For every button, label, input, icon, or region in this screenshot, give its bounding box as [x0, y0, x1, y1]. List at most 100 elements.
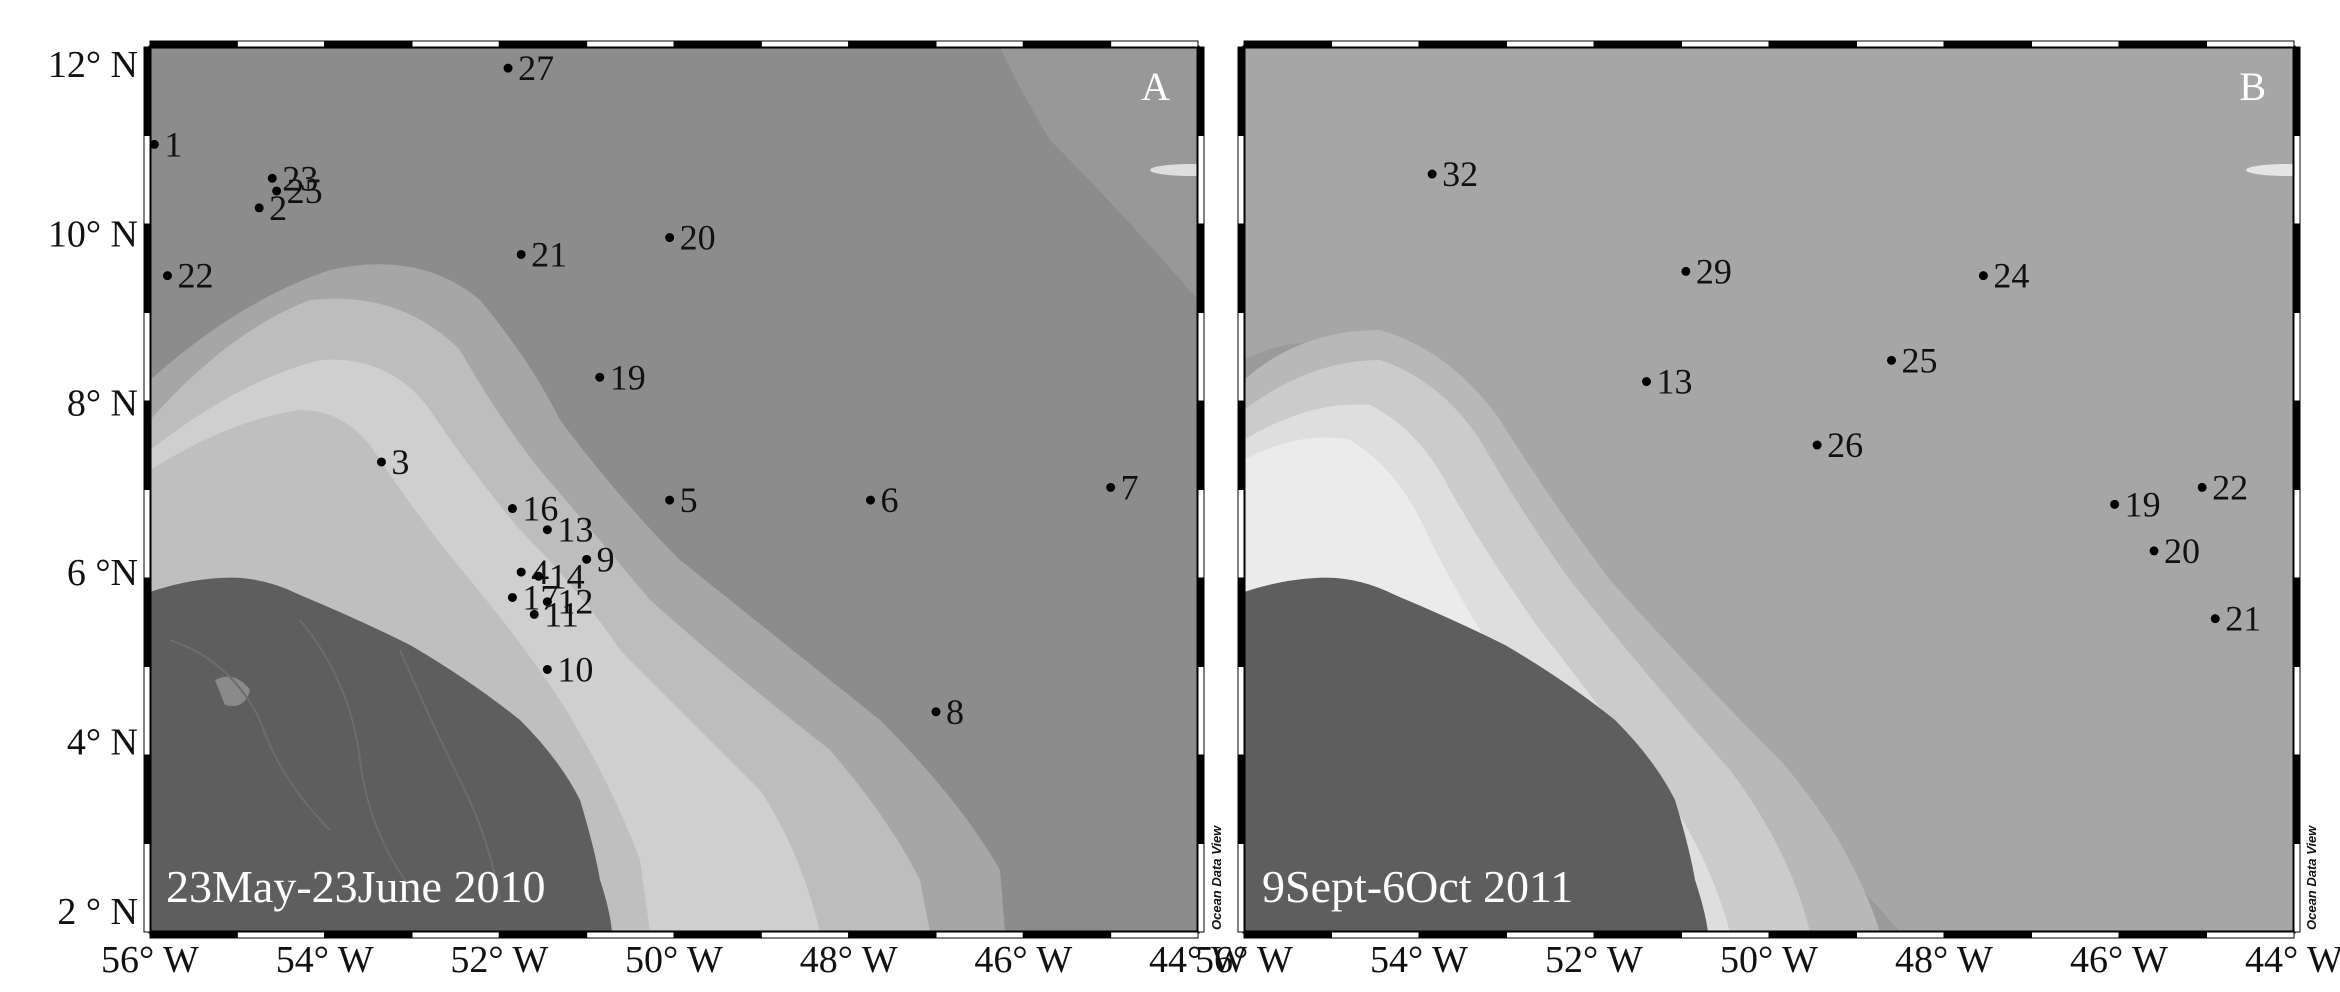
station-label: 20: [2164, 531, 2200, 571]
panel-b-longitude-labels: 56° W 54° W 52° W 50° W 48° W 46° W 44° W: [1195, 939, 2340, 981]
border-segment: [1943, 931, 2032, 939]
panel-b-date-label: 9Sept-6Oct 2011: [1262, 861, 1573, 912]
station-label: 12: [557, 582, 593, 622]
station-marker: [595, 372, 605, 382]
panel-b: B 9Sept-6Oct 2011 Ocean Data View 32 29 24…: [1242, 45, 2319, 934]
station-label: 1: [164, 124, 182, 164]
station-label: 23: [282, 158, 318, 198]
border-segment: [1331, 931, 1420, 939]
latitude-tick-label: 2 ° N: [57, 891, 138, 933]
border-segment: [760, 40, 850, 48]
border-segment: [236, 40, 326, 48]
border-segment: [1856, 931, 1945, 939]
longitude-tick-label: 54° W: [1370, 939, 1468, 981]
station-label: 3: [391, 442, 409, 482]
border-segment: [324, 931, 413, 939]
station-marker: [2210, 614, 2220, 624]
station-label: 32: [1442, 154, 1478, 194]
border-segment: [1418, 40, 1507, 48]
border-segment: [1197, 223, 1205, 313]
panel-a-bathymetry: [150, 47, 1198, 932]
border-segment: [1237, 312, 1245, 402]
border-segment: [1856, 40, 1945, 48]
border-segment: [143, 843, 151, 933]
longitude-tick-label: 56° W: [1195, 939, 1293, 981]
border-segment: [143, 46, 151, 136]
station-label: 22: [2212, 467, 2248, 507]
station-label: 21: [531, 234, 567, 274]
border-segment: [760, 931, 850, 939]
station-label: 6: [881, 480, 899, 520]
station-marker: [542, 525, 552, 535]
station-marker: [516, 249, 526, 259]
border-segment: [1243, 40, 1332, 48]
station-marker: [503, 63, 513, 73]
latitude-tick-label: 12° N: [48, 44, 138, 86]
border-segment: [1110, 40, 1199, 48]
station-label: 10: [557, 649, 593, 689]
longitude-tick-label: 48° W: [800, 939, 898, 981]
station-label: 21: [2225, 599, 2261, 639]
station-label: 19: [610, 357, 646, 397]
border-segment: [1768, 40, 1857, 48]
border-segment: [2293, 223, 2301, 313]
station-marker: [267, 173, 277, 183]
border-segment: [586, 40, 675, 48]
panel-a-date-label: 23May-23June 2010: [166, 861, 545, 912]
station-label: 13: [1657, 362, 1693, 402]
station-marker: [254, 203, 264, 213]
station-marker: [534, 571, 544, 581]
border-segment: [673, 40, 762, 48]
latitude-tick-label: 4° N: [67, 721, 138, 763]
border-segment: [1197, 135, 1205, 225]
border-segment: [2031, 931, 2120, 939]
border-segment: [1237, 577, 1245, 667]
border-segment: [143, 223, 151, 313]
station-label: 26: [1827, 425, 1863, 465]
station-marker: [529, 609, 539, 619]
station-marker: [2149, 546, 2159, 556]
station-marker: [1427, 169, 1437, 179]
longitude-tick-label: 52° W: [450, 939, 548, 981]
border-segment: [1110, 931, 1199, 939]
station-marker: [1642, 377, 1651, 387]
border-segment: [586, 931, 675, 939]
border-segment: [935, 931, 1024, 939]
station-label: 5: [680, 480, 698, 520]
border-segment: [1237, 489, 1245, 579]
border-segment: [1197, 489, 1205, 579]
border-segment: [1197, 666, 1205, 756]
station-marker: [162, 271, 172, 281]
station-label: 2: [269, 188, 287, 228]
panel-b-watermark: Ocean Data View: [2304, 825, 2319, 930]
border-segment: [143, 666, 151, 756]
border-segment: [2293, 135, 2301, 225]
latitude-tick-label: 10° N: [48, 213, 138, 255]
panel-b-stations: 32 29 24 25 13 26 19 22 20 21: [1427, 154, 2261, 639]
land-south-america-b: [1244, 577, 1708, 932]
border-segment: [1197, 754, 1205, 844]
longitude-tick-label: 54° W: [276, 939, 374, 981]
station-marker: [866, 495, 875, 505]
border-segment: [1022, 931, 1112, 939]
station-marker: [272, 186, 282, 196]
border-segment: [1331, 40, 1420, 48]
border-segment: [2206, 40, 2295, 48]
longitude-tick-label: 44° W: [1149, 939, 1247, 981]
border-segment: [2293, 312, 2301, 402]
longitude-tick-label: 46° W: [974, 939, 1072, 981]
panel-a-letter: A: [1141, 64, 1170, 109]
station-label: 20: [680, 218, 716, 258]
panel-b-letter: B: [2239, 64, 2266, 109]
station-marker: [507, 592, 517, 602]
border-segment: [2293, 46, 2301, 136]
border-segment: [2293, 400, 2301, 490]
border-segment: [1197, 312, 1205, 402]
station-marker: [516, 567, 526, 577]
border-segment: [848, 931, 937, 939]
panel-a: A 23May-23June 2010 Ocean Data View 1232…: [148, 45, 1224, 934]
station-marker: [931, 707, 941, 717]
border-segment: [143, 577, 151, 667]
station-label: 27: [518, 48, 554, 88]
